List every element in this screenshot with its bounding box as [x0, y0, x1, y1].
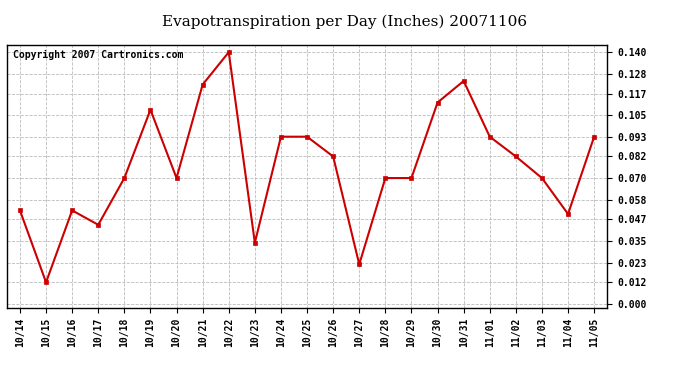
Text: Copyright 2007 Cartronics.com: Copyright 2007 Cartronics.com — [13, 50, 184, 60]
Text: Evapotranspiration per Day (Inches) 20071106: Evapotranspiration per Day (Inches) 2007… — [162, 15, 528, 29]
